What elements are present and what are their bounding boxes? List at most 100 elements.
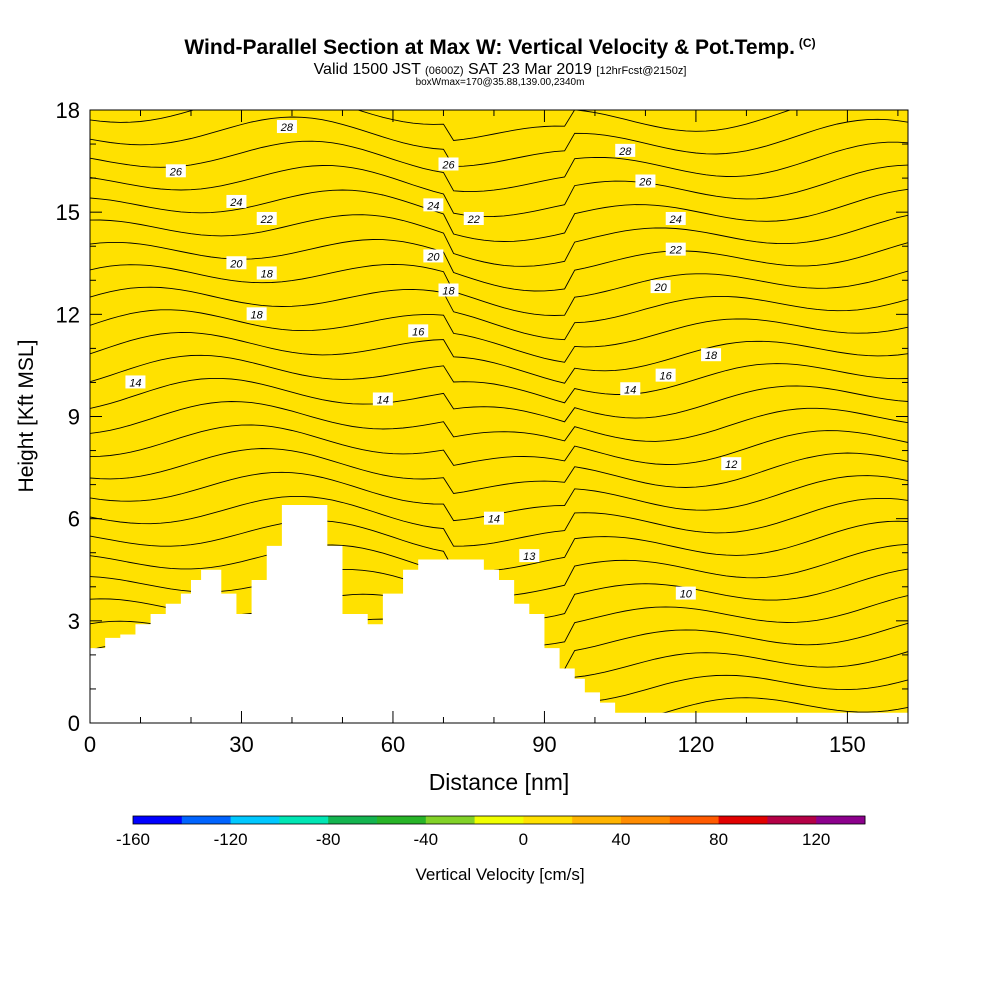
theta-contour <box>90 116 908 168</box>
theta-label: 14 <box>125 375 146 389</box>
chart-subtitle-box: boxWmax=170@35.88,139.00,2340m <box>415 77 585 88</box>
x-tick-label: 120 <box>678 732 715 757</box>
svg-text:18: 18 <box>442 285 455 297</box>
colorbar-tick-label: -120 <box>214 830 248 849</box>
theta-contour <box>90 424 908 466</box>
theta-contour <box>90 110 792 141</box>
svg-text:12: 12 <box>725 459 737 471</box>
theta-label: 13 <box>519 549 540 563</box>
theta-label: 10 <box>675 586 696 601</box>
terrain <box>90 505 908 723</box>
svg-text:18: 18 <box>251 309 264 321</box>
svg-text:18: 18 <box>261 268 274 280</box>
theta-label: 12 <box>721 457 742 471</box>
theta-label: 14 <box>372 392 393 406</box>
theta-label: 18 <box>256 266 277 280</box>
theta-contour <box>90 331 908 384</box>
svg-text:26: 26 <box>169 166 183 178</box>
svg-text:20: 20 <box>229 258 243 270</box>
theta-contour <box>90 214 908 267</box>
colorbar-tick-label: 80 <box>709 830 728 849</box>
colorbar-swatch <box>523 816 573 824</box>
colorbar-swatch <box>718 816 768 824</box>
colorbar-swatch <box>474 816 524 824</box>
svg-text:24: 24 <box>426 200 439 212</box>
svg-text:26: 26 <box>441 159 455 171</box>
theta-label: 22 <box>463 211 484 226</box>
svg-text:18: 18 <box>705 350 718 362</box>
colorbar-swatch <box>767 816 817 824</box>
theta-label: 14 <box>620 382 641 396</box>
colorbar-swatch <box>572 816 622 824</box>
theta-contour <box>90 164 908 218</box>
colorbar-swatch <box>181 816 232 824</box>
y-tick-label: 15 <box>56 200 80 225</box>
theta-contour <box>90 401 908 442</box>
theta-label: 18 <box>246 307 267 321</box>
theta-label: 18 <box>701 348 722 362</box>
colorbar-swatch <box>621 816 671 824</box>
x-tick-label: 60 <box>381 732 405 757</box>
theta-contour <box>90 377 908 423</box>
theta-label: 14 <box>483 511 504 526</box>
theta-label: 26 <box>438 157 459 171</box>
svg-text:10: 10 <box>680 589 693 601</box>
x-tick-label: 30 <box>229 732 253 757</box>
y-tick-label: 3 <box>68 609 80 634</box>
y-axis-label: Height [Kft MSL] <box>15 340 38 493</box>
colorbar-tick-label: -40 <box>414 830 439 849</box>
theta-contour <box>90 495 908 547</box>
svg-text:16: 16 <box>660 371 673 383</box>
title-suffix: (C) <box>798 36 816 50</box>
theta-contour <box>90 239 908 292</box>
theta-label: 26 <box>635 174 656 189</box>
colorbar-swatch <box>328 816 378 824</box>
svg-text:14: 14 <box>624 384 636 396</box>
theta-label: 20 <box>650 280 671 294</box>
svg-text:14: 14 <box>488 514 500 526</box>
svg-text:22: 22 <box>669 245 682 257</box>
theta-label: 28 <box>276 120 297 134</box>
x-axis-label: Distance [nm] <box>429 769 570 795</box>
svg-text:24: 24 <box>229 197 242 209</box>
svg-text:26: 26 <box>638 177 652 189</box>
svg-text:16: 16 <box>412 326 425 338</box>
colorbar-tick-label: 40 <box>612 830 631 849</box>
svg-text:22: 22 <box>260 214 273 226</box>
colorbar-tick-label: 0 <box>519 830 528 849</box>
theta-label: 22 <box>256 211 277 226</box>
y-tick-label: 18 <box>56 98 80 123</box>
svg-text:14: 14 <box>129 377 141 389</box>
colorbar-swatch <box>230 816 280 824</box>
colorbar-tick-label: -160 <box>116 830 150 849</box>
colorbar-tick-label: -80 <box>316 830 341 849</box>
theta-label: 20 <box>423 249 444 263</box>
theta-labels: 28 26 24 22 20 18 18 26 24 22 20 18 16 14 28 26 24 22 20 18… <box>125 120 742 601</box>
y-tick-label: 12 <box>56 302 80 327</box>
theta-contour <box>90 188 908 242</box>
svg-text:28: 28 <box>280 122 294 134</box>
theta-contour <box>90 520 908 572</box>
theta-label: 16 <box>408 324 429 338</box>
theta-contour <box>90 140 908 193</box>
svg-text:28: 28 <box>618 146 632 158</box>
svg-text:20: 20 <box>426 251 440 263</box>
colorbar-swatch <box>279 816 329 824</box>
svg-text:24: 24 <box>669 214 682 226</box>
axes: 0 30 60 90 120 150 0 3 6 9 12 15 18 <box>56 98 908 757</box>
chart-title: Wind-Parallel Section at Max W: Vertical… <box>184 36 816 59</box>
theta-label: 16 <box>655 368 676 383</box>
theta-label: 24 <box>226 194 247 209</box>
colorbar-swatch <box>133 816 183 824</box>
theta-contour <box>90 309 908 363</box>
x-tick-label: 0 <box>84 732 96 757</box>
theta-label: 28 <box>615 143 636 158</box>
colorbar-tick-label: 120 <box>802 830 830 849</box>
theta-label: 26 <box>165 164 186 178</box>
colorbar-swatch <box>425 816 476 824</box>
svg-text:14: 14 <box>377 394 389 406</box>
x-tick-label: 90 <box>532 732 556 757</box>
y-tick-label: 9 <box>68 405 80 430</box>
colorbar: -160 -120 -80 -40 0 40 80 120 <box>116 815 866 849</box>
